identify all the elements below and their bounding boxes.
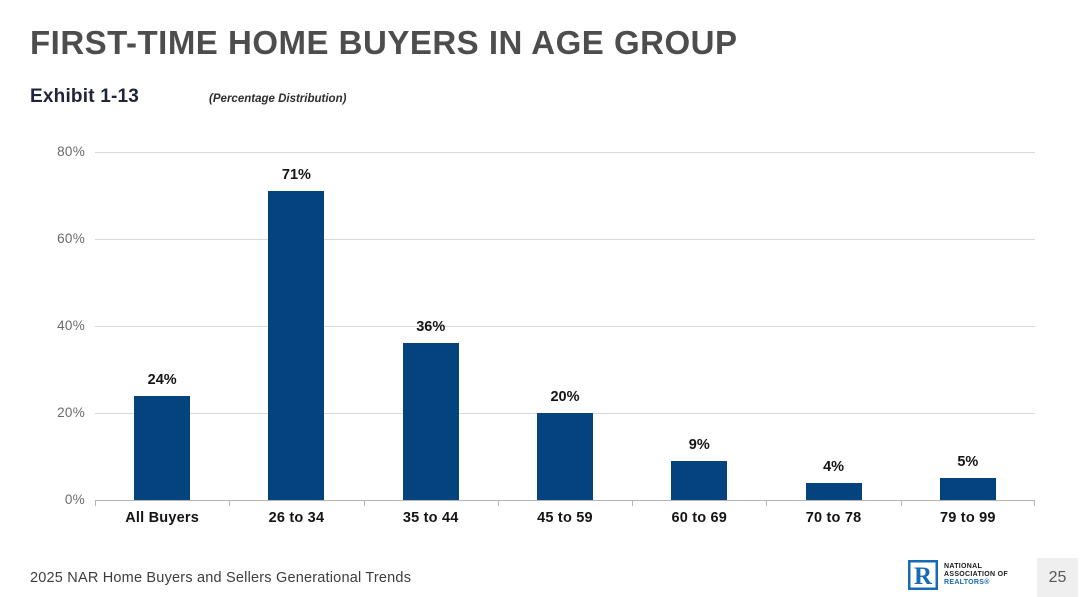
x-axis-category-label: 45 to 59	[537, 510, 593, 526]
y-axis-tick-label: 40%	[57, 318, 85, 333]
x-axis-tick	[364, 500, 365, 506]
bar	[402, 343, 459, 500]
x-axis-category-label: All Buyers	[125, 510, 199, 526]
y-axis-tick-label: 80%	[57, 144, 85, 159]
nar-logo-line3: REALTORS®	[944, 579, 990, 586]
x-axis-tick	[766, 500, 767, 506]
bar	[134, 395, 191, 500]
bar-chart-plot-area: 80% 60% 40% 20% 0% 24% All Buyers 71% 26 to 34 36…	[57, 144, 1035, 526]
gridline	[95, 239, 1035, 240]
x-axis-category-label: 70 to 78	[805, 510, 862, 526]
bar-value-label: 36%	[416, 319, 446, 336]
svg-text:R: R	[914, 563, 933, 590]
bar-value-label: 71%	[281, 167, 311, 184]
page-title: FIRST-TIME HOME BUYERS IN AGE GROUP	[30, 24, 738, 61]
page-number-badge: 25	[1037, 558, 1078, 597]
x-axis-tick	[901, 500, 902, 506]
nar-block-r-icon: R	[908, 560, 938, 590]
x-axis-tick	[229, 500, 230, 506]
nar-logo-line2: ASSOCIATION OF	[944, 571, 1008, 578]
y-axis-tick-label: 0%	[64, 492, 85, 507]
exhibit-label: Exhibit 1-13	[30, 86, 140, 107]
y-axis-tick-label: 60%	[57, 231, 85, 246]
bar	[805, 482, 862, 500]
y-axis-tick-label: 20%	[57, 405, 85, 420]
bar	[939, 478, 996, 500]
page-number: 25	[1048, 568, 1067, 586]
x-axis-tick	[632, 500, 633, 506]
x-axis-category-label: 79 to 99	[940, 510, 996, 526]
bar-value-label: 5%	[957, 454, 979, 471]
x-axis-category-label: 26 to 34	[268, 510, 325, 526]
x-axis-category-label: 60 to 69	[671, 510, 728, 526]
x-axis-line	[95, 499, 1035, 501]
footer-source-text: 2025 NAR Home Buyers and Sellers Generat…	[30, 570, 412, 586]
x-axis-category-label: 35 to 44	[402, 510, 459, 526]
gridline	[95, 326, 1035, 327]
x-axis-tick	[498, 500, 499, 506]
bar-value-label: 20%	[550, 389, 580, 405]
exhibit-subtitle: (Percentage Distribution)	[209, 93, 347, 105]
bar	[671, 460, 728, 500]
bar	[268, 191, 325, 500]
x-axis-tick	[1034, 500, 1035, 506]
x-axis-tick	[95, 500, 96, 506]
nar-logo: R NATIONAL ASSOCIATION OF REALTORS®	[908, 560, 1008, 590]
exhibit-row: Exhibit 1-13 (Percentage Distribution)	[30, 86, 346, 108]
nar-logo-text: NATIONAL ASSOCIATION OF REALTORS®	[944, 563, 1008, 587]
bar	[537, 413, 593, 500]
gridline	[95, 152, 1035, 153]
bar-value-label: 4%	[823, 458, 845, 475]
nar-logo-line1: NATIONAL	[944, 563, 983, 570]
bar-value-label: 24%	[147, 371, 177, 388]
bar-value-label: 9%	[688, 436, 710, 453]
